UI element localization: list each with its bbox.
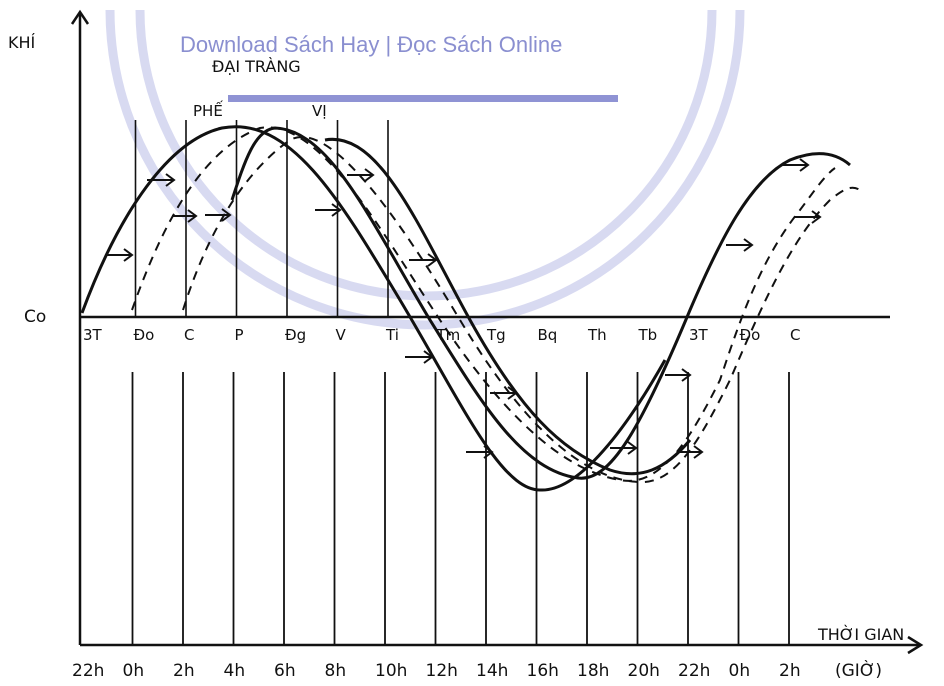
- organ-label: 3T: [689, 326, 709, 344]
- x-axis-unit: (GIỜ): [835, 659, 882, 681]
- hour-guide-lines: [131, 372, 790, 645]
- arrow-2: [147, 173, 176, 187]
- organ-label: Ti: [385, 326, 399, 344]
- curves: [80, 125, 861, 492]
- curve-dai-trang: [80, 125, 667, 492]
- organ-label: Tm: [436, 326, 461, 344]
- organ-label: V: [336, 326, 347, 344]
- y-axis-arrow: [70, 9, 90, 25]
- organ-label: 3T: [83, 326, 103, 344]
- arrow-6: [347, 168, 375, 182]
- x-axis-label: THỜI GIAN: [817, 625, 904, 644]
- organ-label: Đo: [740, 326, 761, 344]
- arrow-12: [665, 368, 692, 382]
- organ-label: Th: [587, 326, 607, 344]
- organ-labels: 3T Đo C P Đg V Ti Tm Tg Bq Th Tb 3T Đo C: [83, 326, 800, 344]
- hour-label: 18h: [577, 661, 609, 681]
- arrow-15: [782, 158, 810, 172]
- watermark-arc-inner: [135, 9, 717, 301]
- y-axis-label: KHÍ: [8, 33, 36, 52]
- arrow-5: [315, 203, 342, 217]
- watermark-arcs: [105, 9, 745, 330]
- arrow-16: [795, 210, 822, 224]
- watermark-arc-outer: [105, 9, 745, 330]
- arrow-3: [172, 209, 198, 223]
- curve-label-vi: VỊ: [312, 102, 327, 120]
- organ-label: Đg: [285, 326, 306, 344]
- hour-label: 20h: [628, 661, 660, 681]
- hour-label: 16h: [527, 661, 559, 681]
- arrow-13: [678, 445, 704, 459]
- curve-phe: [230, 126, 851, 480]
- watermark-text: Download Sách Hay | Đọc Sách Online: [180, 32, 562, 57]
- organ-label: Tb: [638, 326, 658, 344]
- hour-label: 2h: [779, 661, 801, 681]
- arrow-1: [105, 248, 134, 262]
- arrow-11: [610, 441, 638, 455]
- axes: [70, 9, 924, 655]
- hour-label: 0h: [729, 661, 751, 681]
- curve-label-dai-trang: ĐẠI TRÀNG: [212, 57, 301, 76]
- hour-label: 10h: [375, 661, 407, 681]
- organ-label: Bq: [538, 326, 558, 344]
- arrow-14: [726, 238, 754, 252]
- hour-label: 6h: [274, 661, 296, 681]
- curve-label-phe: PHẾ: [193, 99, 223, 120]
- hour-label: 22h: [678, 661, 710, 681]
- arrow-10: [466, 445, 494, 459]
- baseline-label: Co: [24, 307, 46, 327]
- hour-label: 12h: [426, 661, 458, 681]
- arrow-4: [205, 208, 232, 222]
- hour-labels: 22h 0h 2h 4h 6h 8h 10h 12h 14h 16h 18h 20h 22h 0h 2h: [72, 661, 801, 681]
- curve-vi: [324, 137, 692, 476]
- hour-label: 22h: [72, 661, 104, 681]
- arrow-8: [405, 350, 434, 364]
- organ-label: Đo: [134, 326, 155, 344]
- organ-label: C: [790, 326, 800, 344]
- organ-label: C: [184, 326, 194, 344]
- hour-label: 0h: [123, 661, 145, 681]
- hour-label: 2h: [173, 661, 195, 681]
- hour-label: 4h: [224, 661, 246, 681]
- arrow-7: [409, 253, 438, 267]
- hour-label: 8h: [325, 661, 347, 681]
- flow-arrows: [105, 158, 822, 459]
- organ-label: Tg: [486, 326, 506, 344]
- curve-dashed-2: [182, 136, 861, 484]
- watermark-bar: [228, 95, 618, 102]
- x-axis-arrow: [907, 635, 924, 655]
- hour-label: 14h: [476, 661, 508, 681]
- arrow-9: [490, 386, 518, 400]
- organ-label: P: [235, 326, 244, 344]
